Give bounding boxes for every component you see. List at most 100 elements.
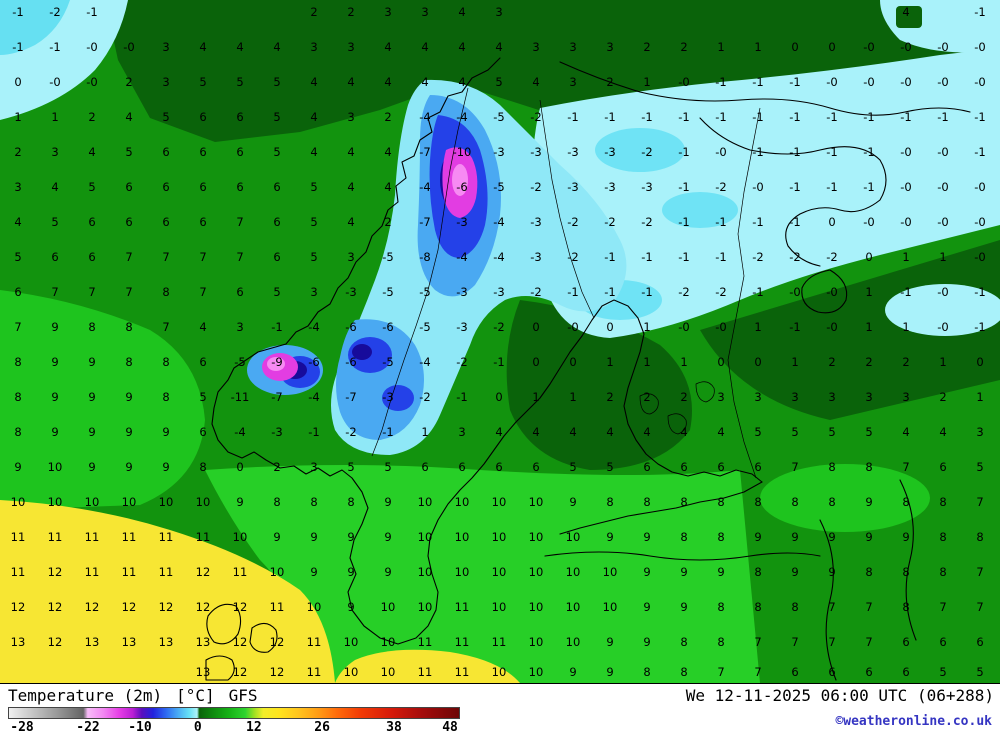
temp-value-label: -0 [678,320,689,334]
temp-value-label: 7 [754,665,761,679]
temp-value-label: -5 [234,355,245,369]
temp-value-label: -2 [752,250,763,264]
temp-value-label: 5 [273,110,280,124]
temp-value-label: -0 [900,145,911,159]
temp-value-label: -1 [937,110,948,124]
temp-value-label: 6 [865,665,872,679]
temp-value-label: 8 [828,495,835,509]
temp-value-label: 2 [828,355,835,369]
temp-value-label: 2 [643,390,650,404]
weather-map: -1 -2 -1 2 2 3 3 4 3 4 -1 -1 -1 -0 -0 3 4 4 4 3 3 4 4 4 4 3 3 3 2 2 1 1… [0,0,1000,683]
temp-value-label: 6 [532,460,539,474]
temp-value-label: 8 [680,665,687,679]
temp-value-label: 2 [865,355,872,369]
temp-value-label: 4 [939,425,946,439]
copyright-link[interactable]: ©weatheronline.co.uk [835,714,992,729]
temp-value-label: 0 [717,355,724,369]
temp-value-label: 6 [236,145,243,159]
temp-value-label: 9 [754,530,761,544]
temp-value-label: -6 [308,355,319,369]
temp-value-label: 10 [344,665,359,679]
temp-value-label: 10 [529,635,544,649]
temp-value-label: 4 [532,425,539,439]
temp-value-label: 10 [307,600,322,614]
temp-value-label: 10 [122,495,137,509]
temp-value-label: -1 [382,425,393,439]
temp-value-label: 4 [347,145,354,159]
temp-value-label: 8 [14,425,21,439]
temp-value-label: 9 [828,530,835,544]
temp-value-label: 1 [902,320,909,334]
legend-bar: Temperature (2m) [°C] GFS We 12-11-2025 06… [0,683,1000,733]
region-cyan-east-edge [885,284,1000,336]
temp-value-label: -4 [308,390,319,404]
temp-value-label: 10 [529,600,544,614]
temp-value-label: 2 [606,390,613,404]
temp-value-label: 5 [273,75,280,89]
temp-value-label: 0 [791,40,798,54]
temp-value-label: -0 [863,40,874,54]
temp-value-label: 2 [680,390,687,404]
temp-value-label: -0 [567,320,578,334]
temp-value-label: -1 [456,390,467,404]
temp-value-label: 7 [236,250,243,264]
temp-value-label: 2 [643,40,650,54]
temp-value-label: 5 [310,215,317,229]
temp-value-label: 11 [307,635,322,649]
temp-value-label: 7 [902,460,909,474]
temp-value-label: 4 [458,5,465,19]
temp-value-label: 6 [88,215,95,229]
temp-value-label: -1 [604,285,615,299]
temp-value-label: 3 [310,285,317,299]
temp-value-label: 11 [418,665,433,679]
temp-value-label: 6 [236,110,243,124]
temp-value-label: 7 [865,600,872,614]
temp-value-label: 1 [717,40,724,54]
temp-value-label: -0 [900,75,911,89]
temp-value-label: -5 [382,285,393,299]
temp-value-label: -1 [493,355,504,369]
temp-value-label: -1 [604,110,615,124]
temp-value-label: 13 [196,665,211,679]
temp-value-label: 3 [569,75,576,89]
temp-value-label: 7 [125,285,132,299]
temp-value-label: -1 [789,110,800,124]
coast-denmark-2 [249,622,278,653]
temp-value-label: 9 [273,530,280,544]
river-east-1 [819,519,837,681]
coast-denmark-3 [205,655,235,681]
temp-value-label: -1 [974,285,985,299]
temp-value-label: -0 [863,215,874,229]
temp-value-label: 1 [939,355,946,369]
temp-value-label: 6 [199,215,206,229]
temp-value-label: 7 [828,600,835,614]
temp-value-label: 4 [569,425,576,439]
temp-value-label: 11 [418,635,433,649]
temp-value-label: 9 [606,635,613,649]
temp-value-label: 8 [939,495,946,509]
temp-value-label: 9 [88,390,95,404]
temperature-fill-regions [0,0,1000,683]
temp-value-label: 9 [51,425,58,439]
temp-value-label: 12 [270,665,285,679]
temp-value-label: 8 [125,320,132,334]
temp-value-label: 0 [532,320,539,334]
temp-value-label: 9 [643,600,650,614]
temp-value-label: 8 [680,635,687,649]
temp-value-label: 3 [754,390,761,404]
temp-value-label: 4 [902,425,909,439]
temp-value-label: -3 [641,180,652,194]
temp-value-label: 2 [125,75,132,89]
temp-value-label: -3 [604,180,615,194]
temp-value-label: 8 [717,495,724,509]
temp-value-label: 5 [754,425,761,439]
temp-value-label: 7 [791,460,798,474]
temp-value-label: 10 [529,495,544,509]
temp-value-label: -0 [826,320,837,334]
temp-value-label: 8 [828,460,835,474]
coast-white-sea [801,269,848,314]
temp-value-label: -1 [641,250,652,264]
temp-value-label: -1 [715,110,726,124]
temp-value-label: 10 [418,530,433,544]
region-pink-north [452,164,468,196]
